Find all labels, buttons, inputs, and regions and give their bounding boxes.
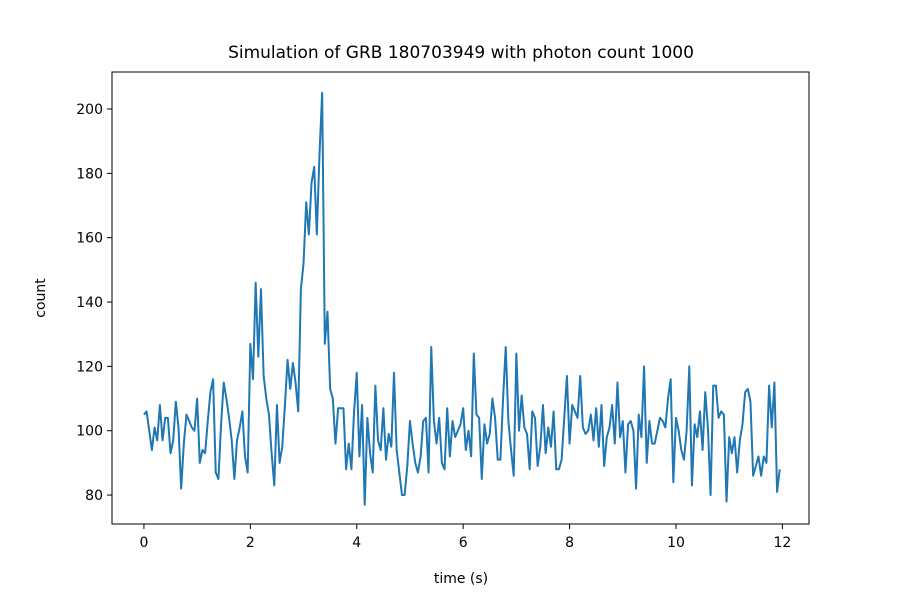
y-tick-label: 180 — [76, 166, 103, 182]
y-tick-label: 160 — [76, 231, 103, 247]
x-tick-label: 2 — [246, 535, 255, 551]
x-tick-label: 0 — [139, 535, 148, 551]
y-tick-label: 120 — [76, 359, 103, 375]
y-tick-label: 200 — [76, 102, 103, 118]
x-tick-label: 10 — [667, 535, 685, 551]
x-tick-label: 12 — [773, 535, 791, 551]
y-tick-label: 140 — [76, 295, 103, 311]
data-line — [143, 91, 781, 506]
y-axis-label: count — [33, 278, 49, 318]
x-tick-label: 8 — [565, 535, 574, 551]
chart-title: Simulation of GRB 180703949 with photon … — [228, 43, 694, 63]
y-tick-label: 80 — [85, 488, 103, 504]
plot-frame — [111, 71, 810, 525]
x-tick-label: 6 — [459, 535, 468, 551]
x-tick-label: 4 — [352, 535, 361, 551]
x-axis-label: time (s) — [434, 571, 488, 587]
y-tick-label: 100 — [76, 424, 103, 440]
